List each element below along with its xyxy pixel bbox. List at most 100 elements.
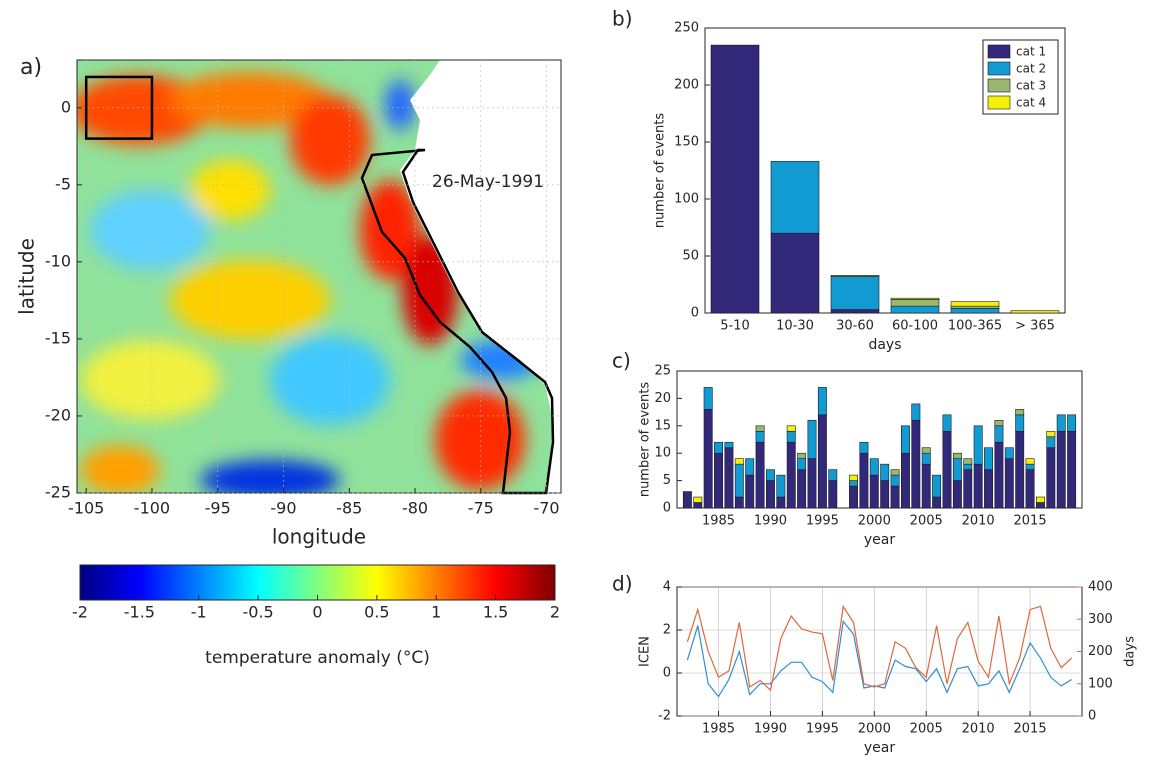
bar — [859, 441, 869, 454]
bar — [880, 480, 890, 509]
y2-tick-label: 0 — [1088, 709, 1096, 724]
bar — [830, 275, 880, 277]
bar — [942, 414, 952, 432]
bar — [1010, 310, 1060, 314]
x-tick-label: -75 — [468, 499, 494, 518]
bar — [994, 441, 1004, 509]
bar — [734, 458, 744, 465]
bar — [797, 469, 807, 509]
bar — [776, 496, 786, 509]
colorbar-tick-label: -2 — [72, 603, 88, 622]
x-tick-label: -70 — [533, 499, 559, 518]
y-tick-label: 50 — [682, 249, 699, 264]
bar — [682, 491, 692, 509]
x-tick-label: -90 — [270, 499, 296, 518]
legend-swatch — [987, 78, 1011, 93]
y-tick-label: -15 — [45, 328, 71, 347]
bar — [869, 458, 879, 476]
colorbar-tick-label: -0.5 — [243, 603, 274, 622]
colorbar-label: temperature anomaly (°C) — [205, 648, 430, 668]
bar — [1056, 430, 1066, 509]
y-tick-label: 0 — [663, 666, 671, 681]
x-tick-label: 10-30 — [776, 319, 814, 334]
x-tick-label: 2000 — [858, 722, 891, 737]
y-tick-label: 0 — [61, 97, 71, 116]
x-axis-label: longitude — [272, 525, 366, 549]
bar — [1067, 430, 1077, 509]
x-tick-label: -95 — [205, 499, 231, 518]
bar — [817, 414, 827, 509]
bar — [755, 441, 765, 509]
bar — [1056, 414, 1066, 432]
bar — [1046, 436, 1056, 449]
bar — [1004, 447, 1014, 459]
panel-label: d) — [612, 572, 633, 596]
bar — [950, 305, 1000, 309]
bar — [786, 425, 796, 432]
bar — [1025, 458, 1035, 465]
x-tick-label: 1995 — [806, 722, 839, 737]
y-axis-label: latitude — [15, 238, 39, 315]
bar — [932, 474, 942, 498]
bar — [921, 447, 931, 454]
bar — [859, 452, 869, 509]
bar — [849, 480, 858, 487]
bar — [755, 430, 765, 443]
x-tick-label: 2015 — [1014, 514, 1047, 529]
x-tick-label: 1990 — [754, 514, 787, 529]
bar — [724, 441, 734, 449]
bar — [714, 441, 723, 454]
bar — [693, 496, 703, 503]
bar — [770, 161, 820, 234]
panel-label: a) — [20, 55, 42, 80]
bar — [797, 458, 807, 470]
bar — [942, 430, 952, 509]
bar — [710, 44, 760, 314]
bar — [1025, 469, 1035, 509]
colorbar-tick-label: 2 — [550, 603, 560, 622]
bar — [963, 469, 973, 509]
x-axis-label: days — [868, 337, 901, 353]
bar — [830, 276, 880, 310]
bar — [807, 458, 817, 509]
bar — [963, 458, 973, 465]
bar — [770, 232, 820, 314]
y2-axis-label: days — [1123, 636, 1138, 667]
bar — [807, 420, 817, 459]
colorbar-tick-label: 1 — [431, 603, 441, 622]
bar — [950, 308, 1000, 314]
y-tick-label: 200 — [674, 78, 699, 93]
x-tick-label: 2005 — [910, 514, 943, 529]
y-tick-label: -20 — [45, 405, 71, 424]
colorbar-tick-label: 0 — [312, 603, 322, 622]
bar — [766, 480, 775, 509]
y2-tick-label: 300 — [1088, 612, 1113, 627]
x-tick-label: 1985 — [702, 722, 735, 737]
bar — [797, 452, 807, 459]
y-tick-label: 25 — [654, 364, 671, 379]
x-tick-label: 1985 — [702, 514, 735, 529]
y-tick-label: 2 — [663, 623, 671, 638]
bar — [786, 441, 796, 509]
bar — [994, 420, 1004, 427]
y-axis-label: number of events — [638, 382, 653, 498]
panel-label: b) — [612, 7, 633, 31]
y-tick-label: 100 — [674, 192, 699, 207]
bar — [890, 299, 940, 307]
bar — [828, 480, 838, 509]
bar — [817, 387, 827, 416]
x-tick-label: 2010 — [962, 514, 995, 529]
y-tick-label: -25 — [45, 483, 71, 502]
bar — [693, 502, 703, 509]
bar — [973, 425, 983, 465]
bar — [734, 496, 744, 509]
y-tick-label: 0 — [691, 306, 699, 321]
bar — [755, 425, 765, 432]
bar — [984, 469, 993, 509]
x-tick-label: 2005 — [910, 722, 943, 737]
bar — [1046, 430, 1056, 438]
x-tick-label: 5-10 — [720, 319, 750, 334]
bar — [703, 387, 713, 410]
bar — [1015, 414, 1025, 432]
